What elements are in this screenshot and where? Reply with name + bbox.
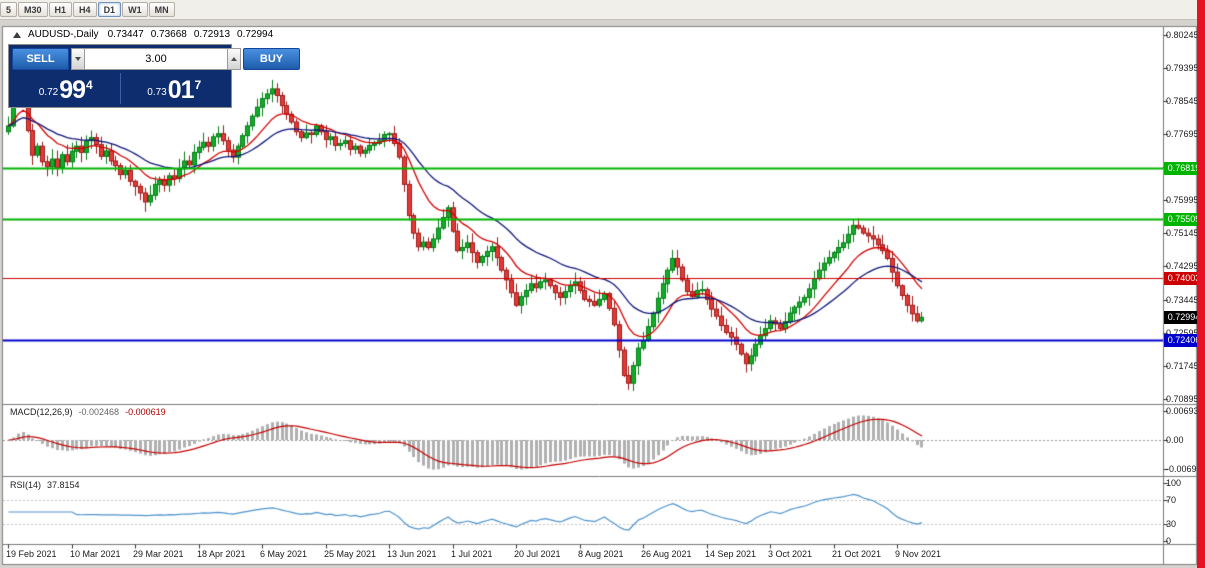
rsi-axis-label: 30 — [1166, 519, 1177, 529]
sell-price-pip-digit: 4 — [86, 78, 93, 92]
timeframe-toolbar: 5 M30 H1 H4 D1 W1 MN — [0, 0, 1205, 20]
time-axis-label: 1 Jul 2021 — [451, 549, 493, 559]
time-axis-label: 9 Nov 2021 — [895, 549, 942, 559]
buy-price-display[interactable]: 0.73 01 7 — [119, 73, 229, 104]
price-axis-tick-label: 0.72595 — [1166, 328, 1199, 338]
macd-axis-label: 0.006936 — [1166, 406, 1204, 416]
ohlc-open-value: 0.73447 — [107, 29, 144, 40]
last-price-label: 0.72994 — [1164, 311, 1204, 324]
time-axis-label: 14 Sep 2021 — [705, 549, 757, 559]
macd-axis-label: 0.00 — [1166, 435, 1184, 445]
price-axis-tick-label: 0.77695 — [1166, 129, 1199, 139]
buy-price-prefix: 0.73 — [147, 87, 167, 98]
timeframe-button-h4[interactable]: H4 — [73, 2, 97, 17]
rsi-axis-label: 70 — [1166, 495, 1177, 505]
timeframe-button-m30[interactable]: M30 — [18, 2, 48, 17]
price-axis-tick-label: 0.75145 — [1166, 228, 1199, 238]
price-axis-tick-label: 0.79395 — [1166, 63, 1199, 73]
ohlc-close-value: 0.72994 — [237, 29, 274, 40]
volume-input[interactable] — [85, 48, 227, 70]
timeframe-button-d1[interactable]: D1 — [97, 2, 122, 17]
rsi-name: RSI(14) — [10, 480, 42, 490]
chart-header: AUDUSD-,Daily 0.73447 0.73668 0.72913 0.… — [13, 29, 280, 40]
price-axis-tick-label: 0.78545 — [1166, 96, 1199, 106]
triangle-down-icon — [75, 57, 81, 61]
timeframe-button-w1[interactable]: W1 — [122, 2, 148, 17]
level-price-label: 0.72406 — [1164, 334, 1204, 347]
window-edge-highlight — [1197, 0, 1205, 568]
symbol-period-label: AUDUSD-,Daily — [28, 29, 99, 40]
triangle-up-icon — [231, 57, 237, 61]
time-axis-label: 20 Jul 2021 — [514, 549, 561, 559]
macd-axis-label: -0.00699 — [1166, 464, 1202, 474]
rsi-indicator-title: RSI(14) 37.8154 — [10, 480, 86, 490]
trade-controls-row: SELL BUY — [12, 48, 300, 70]
time-axis-label: 29 Mar 2021 — [133, 549, 184, 559]
timeframe-button-mn[interactable]: MN — [148, 2, 175, 17]
bid-ask-display: 0.72 99 4 0.73 01 7 — [12, 73, 228, 104]
time-axis-label: 19 Feb 2021 — [6, 549, 57, 559]
rsi-value: 37.8154 — [47, 480, 80, 490]
volume-control — [71, 48, 241, 70]
time-axis-label: 21 Oct 2021 — [832, 549, 882, 559]
time-axis-label: 8 Aug 2021 — [578, 549, 624, 559]
price-axis-tick-label: 0.71745 — [1166, 361, 1199, 371]
time-axis-label: 26 Aug 2021 — [641, 549, 692, 559]
level-price-label: 0.75509 — [1164, 213, 1204, 226]
macd-indicator-title: MACD(12,26,9) -0.002468 -0.000619 — [10, 407, 172, 417]
time-axis-label: 25 May 2021 — [324, 549, 377, 559]
price-axis-tick-label: 0.75995 — [1166, 195, 1199, 205]
price-axis-tick-label: 0.70895 — [1166, 394, 1199, 404]
ohlc-high-value: 0.73668 — [150, 29, 187, 40]
macd-main-value: -0.002468 — [78, 407, 120, 417]
sell-price-display[interactable]: 0.72 99 4 — [12, 73, 120, 104]
price-axis-tick-label: 0.74295 — [1166, 261, 1199, 271]
macd-signal-value: -0.000619 — [125, 407, 166, 417]
volume-increase-button[interactable] — [227, 48, 241, 70]
rsi-axis-label: 100 — [1166, 478, 1182, 488]
sell-price-big-digits: 99 — [59, 76, 86, 104]
level-price-label: 0.74003 — [1164, 272, 1204, 285]
sell-price-prefix: 0.72 — [38, 87, 59, 98]
time-axis-label: 13 Jun 2021 — [387, 549, 437, 559]
one-click-trading-panel: SELL BUY 0.72 99 4 0.73 01 7 — [8, 44, 300, 108]
timeframe-button-5[interactable]: 5 — [0, 2, 18, 17]
macd-name: MACD(12,26,9) — [10, 407, 73, 417]
time-axis-label: 6 May 2021 — [260, 549, 308, 559]
level-price-label: 0.76819 — [1164, 162, 1204, 175]
buy-price-pip-digit: 7 — [194, 78, 202, 92]
buy-price-big-digits: 01 — [167, 76, 195, 104]
rsi-axis-label: 0 — [1166, 536, 1172, 546]
time-axis-label: 3 Oct 2021 — [768, 549, 813, 559]
buy-button[interactable]: BUY — [243, 48, 300, 70]
time-axis-label: 18 Apr 2021 — [197, 549, 246, 559]
collapse-panel-icon[interactable] — [13, 31, 21, 38]
sell-button[interactable]: SELL — [12, 48, 69, 70]
price-axis-tick-label: 0.73445 — [1166, 295, 1199, 305]
time-axis-label: 10 Mar 2021 — [70, 549, 121, 559]
price-axis-tick-label: 0.80245 — [1166, 30, 1199, 40]
timeframe-button-h1[interactable]: H1 — [48, 2, 73, 17]
volume-decrease-button[interactable] — [71, 48, 85, 70]
ohlc-low-value: 0.72913 — [193, 29, 231, 40]
